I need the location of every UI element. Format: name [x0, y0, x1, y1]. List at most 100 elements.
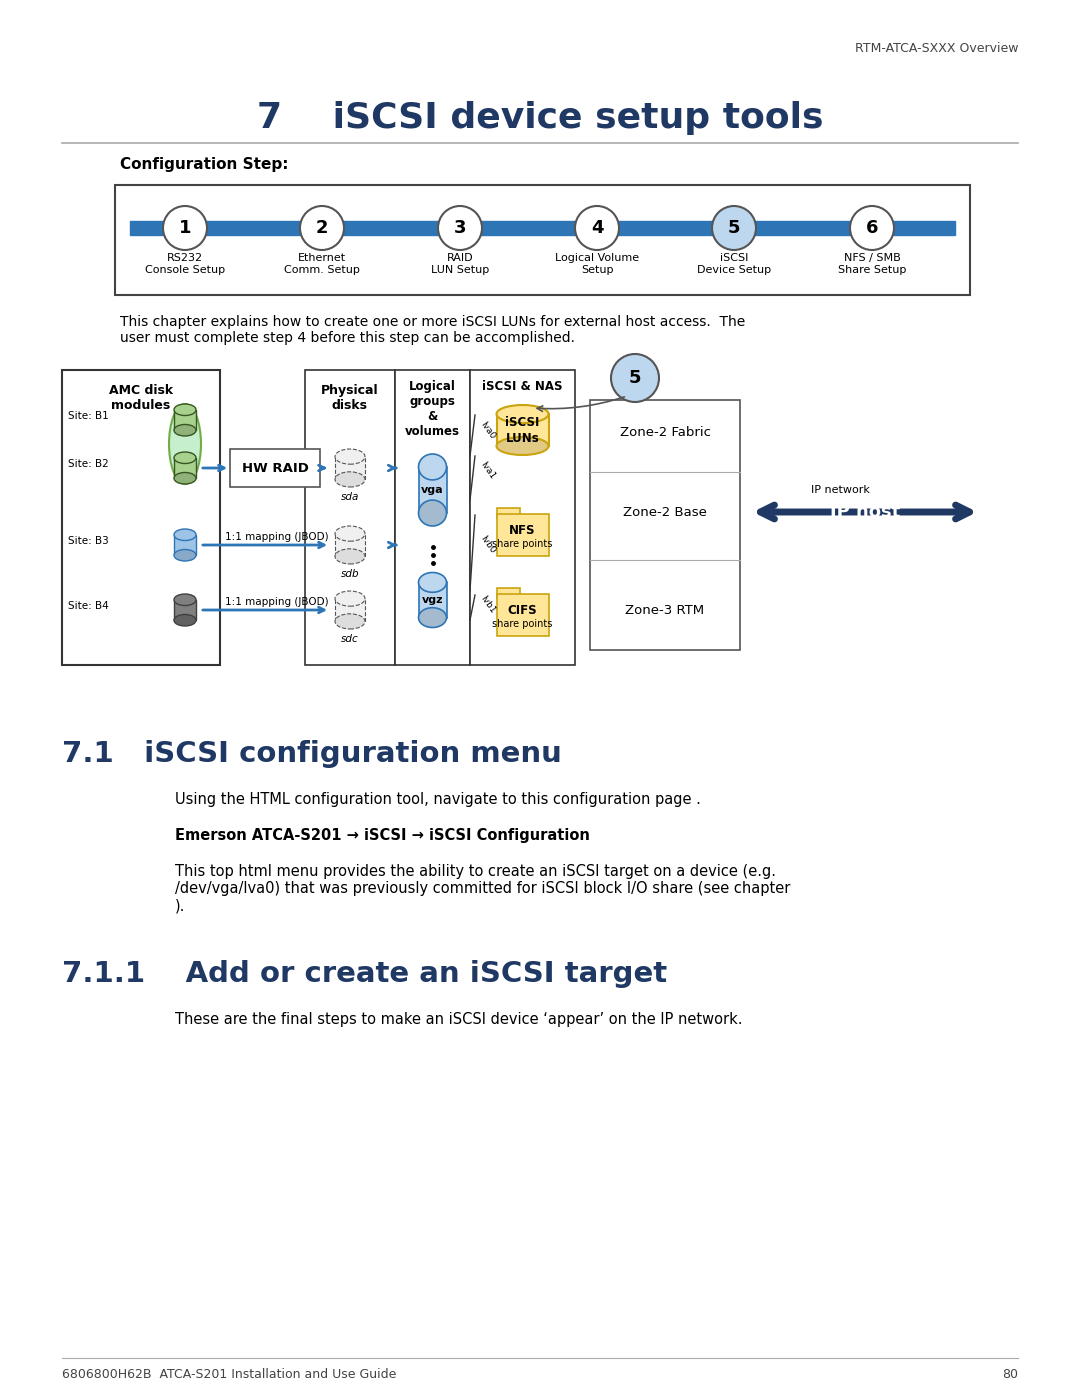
- Ellipse shape: [419, 608, 446, 627]
- Text: 5: 5: [728, 219, 740, 237]
- Text: NFS: NFS: [510, 524, 536, 536]
- Text: 5: 5: [629, 369, 642, 387]
- FancyBboxPatch shape: [590, 400, 740, 650]
- Text: Zone-2 Fabric: Zone-2 Fabric: [620, 426, 711, 439]
- Ellipse shape: [335, 613, 365, 629]
- Ellipse shape: [335, 591, 365, 606]
- Text: Zone-2 Base: Zone-2 Base: [623, 506, 707, 518]
- FancyBboxPatch shape: [114, 184, 970, 295]
- Text: lva0: lva0: [478, 419, 497, 440]
- Ellipse shape: [168, 404, 201, 483]
- Text: IP host: IP host: [829, 503, 900, 521]
- Text: AMC disk
modules: AMC disk modules: [109, 384, 173, 412]
- Ellipse shape: [174, 549, 195, 562]
- Text: 6: 6: [866, 219, 878, 237]
- Ellipse shape: [174, 472, 195, 483]
- Text: This chapter explains how to create one or more iSCSI LUNs for external host acc: This chapter explains how to create one …: [120, 314, 745, 345]
- Text: IP network: IP network: [811, 485, 869, 495]
- Bar: [130, 221, 955, 235]
- Text: Site: B1: Site: B1: [68, 411, 109, 420]
- Bar: [419, 467, 446, 513]
- Circle shape: [611, 353, 659, 402]
- Bar: [335, 457, 365, 479]
- Bar: [497, 414, 549, 446]
- Text: Using the HTML configuration tool, navigate to this configuration page .: Using the HTML configuration tool, navig…: [175, 792, 701, 807]
- Text: Logical Volume
Setup: Logical Volume Setup: [555, 253, 639, 275]
- Bar: [335, 598, 365, 622]
- Circle shape: [575, 205, 619, 250]
- Circle shape: [850, 205, 894, 250]
- Text: sdb: sdb: [340, 569, 360, 578]
- Circle shape: [163, 205, 207, 250]
- Text: Configuration Step:: Configuration Step:: [120, 158, 288, 172]
- Text: Ethernet
Comm. Setup: Ethernet Comm. Setup: [284, 253, 360, 275]
- Ellipse shape: [174, 425, 195, 436]
- Text: sdc: sdc: [341, 634, 359, 644]
- Ellipse shape: [335, 472, 365, 488]
- Text: Logical
groups
&
volumes: Logical groups & volumes: [405, 380, 460, 439]
- Circle shape: [300, 205, 345, 250]
- Text: HW RAID: HW RAID: [242, 461, 309, 475]
- Text: 7.1.1    Add or create an iSCSI target: 7.1.1 Add or create an iSCSI target: [62, 960, 667, 988]
- Text: 7    iSCSI device setup tools: 7 iSCSI device setup tools: [257, 101, 823, 136]
- Text: iSCSI
Device Setup: iSCSI Device Setup: [697, 253, 771, 275]
- Ellipse shape: [419, 454, 446, 481]
- Bar: [335, 534, 365, 556]
- FancyBboxPatch shape: [497, 509, 519, 518]
- Bar: [174, 458, 195, 478]
- Text: lvb1: lvb1: [478, 595, 497, 616]
- Text: 80: 80: [1002, 1369, 1018, 1382]
- Text: Site: B2: Site: B2: [68, 460, 109, 469]
- Text: 1:1 mapping (JBOD): 1:1 mapping (JBOD): [225, 532, 328, 542]
- Text: 1: 1: [179, 219, 191, 237]
- Text: share points: share points: [492, 539, 553, 549]
- Ellipse shape: [174, 615, 195, 626]
- Ellipse shape: [174, 453, 195, 464]
- Text: NFS / SMB
Share Setup: NFS / SMB Share Setup: [838, 253, 906, 275]
- Text: vga: vga: [421, 485, 444, 495]
- Bar: [174, 409, 195, 430]
- Ellipse shape: [335, 549, 365, 564]
- Text: 4: 4: [591, 219, 604, 237]
- Text: 7.1   iSCSI configuration menu: 7.1 iSCSI configuration menu: [62, 740, 562, 768]
- Ellipse shape: [335, 527, 365, 541]
- Ellipse shape: [174, 594, 195, 605]
- FancyBboxPatch shape: [470, 370, 575, 665]
- Text: share points: share points: [492, 619, 553, 629]
- FancyBboxPatch shape: [230, 448, 320, 488]
- Ellipse shape: [174, 529, 195, 541]
- Ellipse shape: [419, 500, 446, 527]
- Text: RTM-ATCA-SXXX Overview: RTM-ATCA-SXXX Overview: [855, 42, 1018, 54]
- Text: 2: 2: [315, 219, 328, 237]
- Bar: [419, 583, 446, 617]
- FancyBboxPatch shape: [305, 370, 395, 665]
- Ellipse shape: [497, 405, 549, 423]
- Text: Emerson ATCA-S201 → iSCSI → iSCSI Configuration: Emerson ATCA-S201 → iSCSI → iSCSI Config…: [175, 828, 590, 842]
- Text: 3: 3: [454, 219, 467, 237]
- FancyBboxPatch shape: [395, 370, 470, 665]
- Text: LUNs: LUNs: [505, 432, 539, 444]
- Text: iSCSI & NAS: iSCSI & NAS: [483, 380, 563, 393]
- Ellipse shape: [174, 404, 195, 415]
- Bar: [174, 599, 195, 620]
- Text: vgz: vgz: [422, 595, 443, 605]
- Text: lva1: lva1: [478, 460, 497, 481]
- FancyBboxPatch shape: [497, 594, 549, 636]
- Text: RS232
Console Setup: RS232 Console Setup: [145, 253, 225, 275]
- Text: This top html menu provides the ability to create an iSCSI target on a device (e: This top html menu provides the ability …: [175, 863, 791, 914]
- Text: Site: B3: Site: B3: [68, 536, 109, 546]
- Ellipse shape: [335, 448, 365, 464]
- Text: Physical
disks: Physical disks: [321, 384, 379, 412]
- Text: RAID
LUN Setup: RAID LUN Setup: [431, 253, 489, 275]
- Circle shape: [712, 205, 756, 250]
- Ellipse shape: [497, 437, 549, 455]
- Circle shape: [438, 205, 482, 250]
- Text: iSCSI: iSCSI: [505, 416, 540, 429]
- Text: 1:1 mapping (JBOD): 1:1 mapping (JBOD): [225, 597, 328, 608]
- FancyBboxPatch shape: [497, 514, 549, 556]
- Ellipse shape: [419, 573, 446, 592]
- Text: Zone-3 RTM: Zone-3 RTM: [625, 604, 704, 616]
- Text: These are the final steps to make an iSCSI device ‘appear’ on the IP network.: These are the final steps to make an iSC…: [175, 1011, 743, 1027]
- Text: lvb0: lvb0: [478, 535, 497, 556]
- Text: sda: sda: [341, 492, 360, 502]
